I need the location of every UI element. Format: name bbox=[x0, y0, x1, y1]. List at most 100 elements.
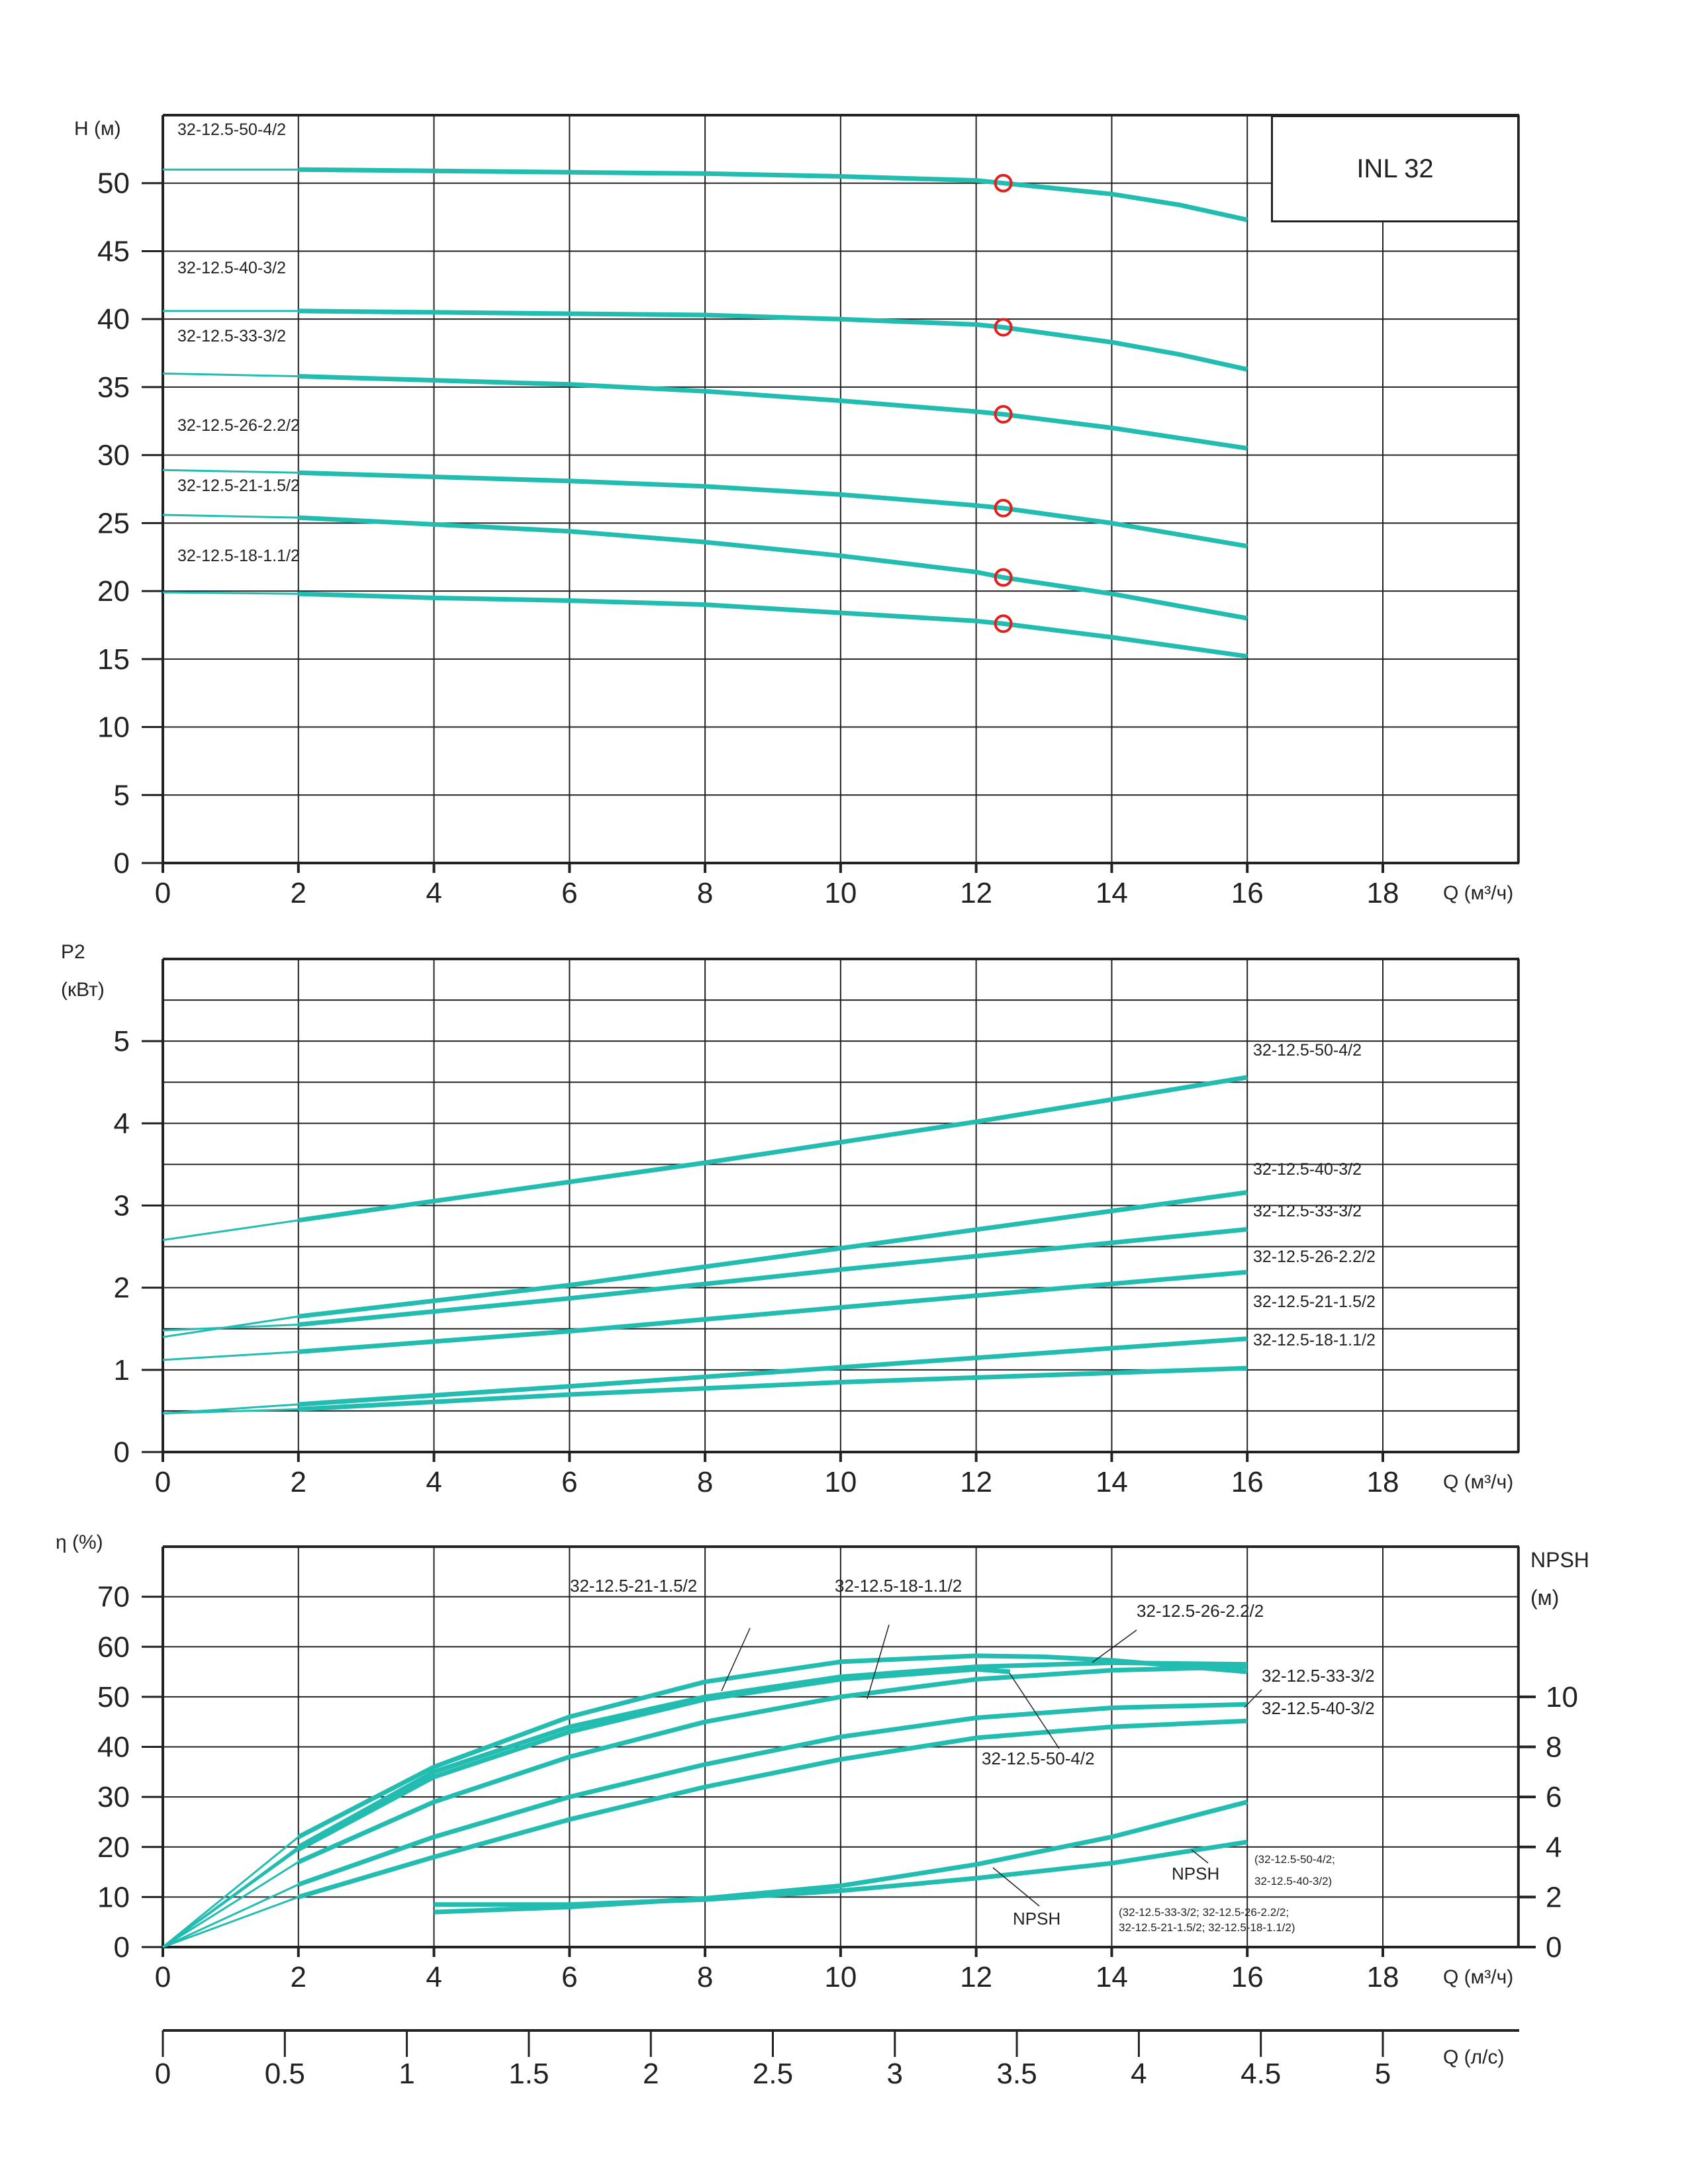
series-line-start bbox=[162, 372, 299, 377]
y2-tick-label: 2 bbox=[1546, 1881, 1562, 1913]
x-tick-label: 10 bbox=[824, 877, 857, 909]
series-line-start bbox=[162, 1219, 299, 1242]
npsh-line bbox=[434, 1839, 1248, 1907]
curve-label: 32-12.5-21-1.5/2 bbox=[570, 1576, 697, 1596]
x-tick-label: 18 bbox=[1367, 877, 1399, 909]
y-axis-label: H (м) bbox=[74, 118, 121, 140]
label-leader bbox=[721, 1627, 751, 1692]
series-line bbox=[298, 1075, 1248, 1223]
x-tick-label: 12 bbox=[960, 1466, 992, 1498]
curve-label: 32-12.5-50-4/2 bbox=[177, 120, 286, 139]
curve-label: 32-12.5-40-3/2 bbox=[1253, 1160, 1362, 1179]
series-line bbox=[298, 374, 1248, 451]
y2-tick-label: 6 bbox=[1546, 1781, 1562, 1813]
ls-tick-label: 3 bbox=[887, 2058, 903, 2090]
model-title-box: INL 32 bbox=[1271, 115, 1519, 222]
curve-label: 32-12.5-26-2.2/2 bbox=[1137, 1601, 1264, 1621]
y-tick-label: 30 bbox=[97, 1781, 130, 1813]
ls-tick-label: 3.5 bbox=[997, 2058, 1037, 2090]
y-tick-label: 50 bbox=[97, 1681, 130, 1713]
series-line bbox=[298, 591, 1248, 659]
label-leader bbox=[867, 1624, 890, 1700]
series-line bbox=[298, 1227, 1248, 1327]
y-tick-label: 50 bbox=[97, 167, 130, 200]
ls-tick-label: 2 bbox=[643, 2058, 659, 2090]
curve-label: 32-12.5-40-3/2 bbox=[1262, 1698, 1375, 1718]
series-line bbox=[297, 1702, 1248, 1887]
y-tick-label: 0 bbox=[114, 1931, 130, 1964]
series-line-start bbox=[162, 1351, 299, 1361]
series-line bbox=[298, 515, 1248, 621]
label-leader bbox=[1191, 1849, 1209, 1864]
ls-tick-label: 0.5 bbox=[265, 2058, 305, 2090]
series-line bbox=[297, 1660, 1248, 1849]
label-leader bbox=[1244, 1689, 1262, 1708]
y-tick-label: 25 bbox=[97, 507, 130, 539]
x-tick-label: 16 bbox=[1231, 1466, 1264, 1498]
series-line-start bbox=[162, 1324, 299, 1332]
y-tick-label: 35 bbox=[97, 371, 130, 404]
npsh-label: NPSH bbox=[1013, 1909, 1060, 1929]
x-tick-label: 10 bbox=[824, 1961, 857, 1993]
series-line-start bbox=[162, 1895, 299, 1948]
y2-axis-label: NPSH bbox=[1530, 1548, 1589, 1572]
series-line bbox=[298, 1365, 1248, 1412]
x-tick-label: 14 bbox=[1096, 1961, 1128, 1993]
x-tick-label: 6 bbox=[561, 1466, 577, 1498]
series-line-start bbox=[162, 1848, 299, 1948]
x-axis-label: Q (м³/ч) bbox=[1443, 1471, 1513, 1493]
series-line-start bbox=[162, 591, 299, 595]
x-tick-label: 14 bbox=[1096, 1466, 1128, 1498]
x-tick-label: 16 bbox=[1231, 877, 1264, 909]
y-tick-label: 5 bbox=[114, 1025, 130, 1058]
ls-tick-label: 5 bbox=[1375, 2058, 1391, 2090]
series-line bbox=[298, 1190, 1248, 1319]
npsh-group-label: (32-12.5-33-3/2; 32-12.5-26-2.2/2; bbox=[1119, 1906, 1289, 1919]
x-tick-label: 2 bbox=[291, 1961, 306, 1993]
x-tick-label: 4 bbox=[426, 1466, 442, 1498]
x-tick-label: 8 bbox=[697, 1961, 713, 1993]
curve-label: 32-12.5-21-1.5/2 bbox=[177, 477, 300, 495]
x-tick-label: 18 bbox=[1367, 1961, 1399, 1993]
curve-label: 32-12.5-26-2.2/2 bbox=[177, 416, 300, 435]
ls-tick-label: 0 bbox=[155, 2058, 171, 2090]
x-tick-label: 0 bbox=[155, 877, 171, 909]
curve-label: 32-12.5-18-1.1/2 bbox=[1253, 1331, 1376, 1349]
model-title: INL 32 bbox=[1356, 154, 1434, 183]
label-leader bbox=[1009, 1672, 1060, 1749]
series-line bbox=[298, 308, 1248, 372]
duty-point bbox=[994, 405, 1013, 424]
curve-label: 32-12.5-18-1.1/2 bbox=[835, 1576, 962, 1596]
duty-point bbox=[994, 614, 1013, 633]
y-axis-label-unit: (кВт) bbox=[61, 979, 105, 1001]
npsh-group-label: (32-12.5-50-4/2; bbox=[1254, 1853, 1335, 1866]
curve-label: 32-12.5-40-3/2 bbox=[177, 259, 286, 277]
y-tick-label: 60 bbox=[97, 1631, 130, 1663]
x-axis-label: Q (м³/ч) bbox=[1443, 882, 1513, 904]
curve-label: 32-12.5-33-3/2 bbox=[1262, 1666, 1375, 1686]
x-tick-label: 0 bbox=[155, 1961, 171, 1993]
curve-label: 32-12.5-50-4/2 bbox=[982, 1749, 1095, 1768]
series-line bbox=[298, 167, 1248, 222]
series-line bbox=[298, 1336, 1248, 1407]
npsh-group-label: 32-12.5-21-1.5/2; 32-12.5-18-1.1/2) bbox=[1119, 1921, 1295, 1934]
npsh-line bbox=[434, 1799, 1248, 1915]
ls-tick-label: 1.5 bbox=[508, 2058, 549, 2090]
ls-tick-label: 2.5 bbox=[753, 2058, 793, 2090]
duty-point bbox=[994, 568, 1013, 587]
curve-label: 32-12.5-21-1.5/2 bbox=[1253, 1293, 1376, 1311]
y-axis-label: P2 bbox=[61, 941, 85, 963]
series-line-start bbox=[162, 1884, 299, 1948]
x-tick-label: 18 bbox=[1367, 1466, 1399, 1498]
y-tick-label: 20 bbox=[97, 575, 130, 608]
y2-tick-label: 0 bbox=[1546, 1931, 1562, 1964]
x-tick-label: 16 bbox=[1231, 1961, 1264, 1993]
y-tick-label: 5 bbox=[114, 779, 130, 811]
duty-point bbox=[994, 173, 1013, 193]
x-tick-label: 10 bbox=[824, 1466, 857, 1498]
series-line bbox=[297, 1653, 1248, 1839]
y-tick-label: 2 bbox=[114, 1272, 130, 1304]
npsh-group-label: 32-12.5-40-3/2) bbox=[1254, 1875, 1332, 1888]
y-tick-label: 20 bbox=[97, 1831, 130, 1864]
curve-label: 32-12.5-50-4/2 bbox=[1253, 1041, 1362, 1060]
